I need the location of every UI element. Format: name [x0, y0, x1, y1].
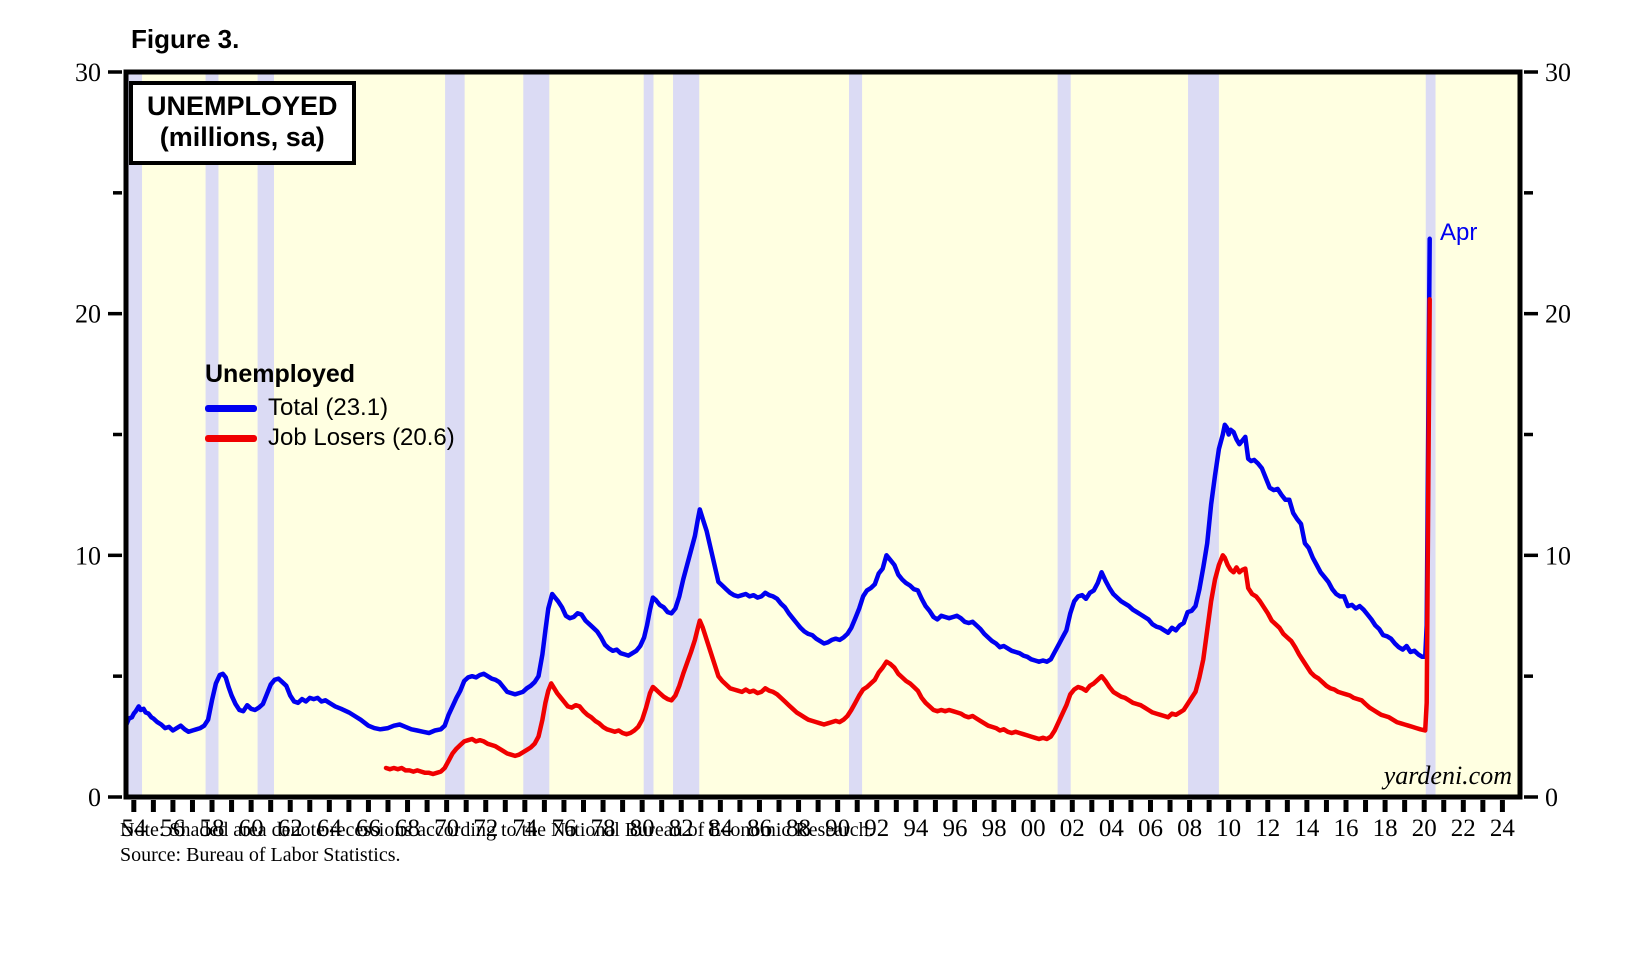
- x-axis-label: 82: [669, 815, 694, 842]
- x-axis-label: 00: [1021, 815, 1046, 842]
- y-axis-label-right: 20: [1545, 300, 1571, 329]
- x-axis-label: 90: [825, 815, 850, 842]
- x-axis-label: 16: [1333, 815, 1358, 842]
- x-axis-label: 14: [1294, 815, 1320, 842]
- x-axis-label: 96: [942, 815, 967, 842]
- x-axis-label: 76: [551, 815, 576, 842]
- x-axis-label: 06: [1138, 815, 1163, 842]
- x-axis-label: 94: [903, 815, 929, 842]
- note-line: Note: Shaded area denote recessions acco…: [120, 819, 874, 841]
- y-axis-label-right: 0: [1545, 783, 1558, 812]
- x-axis-label: 98: [982, 815, 1007, 842]
- x-axis-label: 54: [121, 815, 147, 842]
- legend: Unemployed Total (23.1) Job Losers (20.6…: [205, 360, 455, 453]
- y-axis-label-left: 0: [88, 783, 101, 812]
- x-axis-label: 72: [473, 815, 498, 842]
- recession-band: [126, 74, 143, 795]
- x-axis-label: 84: [708, 815, 734, 842]
- total-line: [124, 236, 1432, 736]
- job-losers-line: [383, 296, 1432, 777]
- x-axis-label: 88: [786, 815, 811, 842]
- x-axis-label: 62: [278, 815, 303, 842]
- x-axis-label: 70: [434, 815, 459, 842]
- legend-label-total: Total (23.1): [268, 394, 389, 421]
- y-axis-label-left: 10: [75, 541, 101, 570]
- y-axis-label-left: 20: [75, 300, 101, 329]
- x-axis-label: 04: [1099, 815, 1125, 842]
- y-axis-label-right: 30: [1545, 58, 1571, 87]
- recession-band: [1057, 74, 1071, 795]
- total-line-swatch: [205, 404, 257, 412]
- legend-title: Unemployed: [205, 360, 356, 388]
- x-axis-label: 12: [1255, 815, 1280, 842]
- chart-title-line1: UNEMPLOYED: [147, 91, 338, 121]
- chart-title-box: UNEMPLOYED (millions, sa): [129, 81, 356, 165]
- x-axis-label: 60: [239, 815, 264, 842]
- legend-item-total: Total (23.1): [205, 393, 455, 423]
- x-axis-label: 58: [200, 815, 225, 842]
- recession-band: [257, 74, 275, 795]
- source-line: Source: Bureau of Labor Statistics.: [120, 844, 401, 866]
- x-axis-label: 92: [864, 815, 889, 842]
- x-axis-label: 08: [1177, 815, 1202, 842]
- footnotes: Note: Shaded area denote recessions acco…: [120, 818, 874, 868]
- job-losers-line-swatch: [205, 434, 257, 442]
- chart-title-line2: (millions, sa): [159, 122, 325, 152]
- recession-band: [1188, 74, 1219, 795]
- x-axis-label: 10: [1216, 815, 1241, 842]
- x-axis-label: 80: [630, 815, 655, 842]
- recession-band: [643, 74, 654, 795]
- x-axis-label: 86: [747, 815, 772, 842]
- x-axis-label: 02: [1060, 815, 1085, 842]
- x-axis-label: 18: [1373, 815, 1398, 842]
- x-axis-label: 78: [591, 815, 616, 842]
- x-axis-label: 64: [317, 815, 343, 842]
- recession-band: [673, 74, 700, 795]
- recession-band: [523, 74, 550, 795]
- figure-label: Figure 3.: [131, 24, 240, 54]
- plot-background: [126, 72, 1520, 797]
- apr-annotation: Apr: [1440, 219, 1478, 246]
- recession-band: [849, 74, 863, 795]
- x-axis-label: 66: [356, 815, 381, 842]
- x-axis-label: 56: [160, 815, 185, 842]
- x-axis-label: 24: [1490, 815, 1516, 842]
- watermark: yardeni.com: [1383, 761, 1512, 790]
- y-axis-label-left: 30: [75, 58, 101, 87]
- x-axis-label: 68: [395, 815, 420, 842]
- y-axis-label-right: 10: [1545, 541, 1571, 570]
- x-axis-label: 20: [1412, 815, 1437, 842]
- x-axis-label: 74: [512, 815, 538, 842]
- recession-band: [445, 74, 465, 795]
- legend-item-job-losers: Job Losers (20.6): [205, 423, 455, 453]
- legend-label-job-losers: Job Losers (20.6): [268, 424, 455, 451]
- plot-frame: [123, 69, 1523, 800]
- x-axis-label: 22: [1451, 815, 1476, 842]
